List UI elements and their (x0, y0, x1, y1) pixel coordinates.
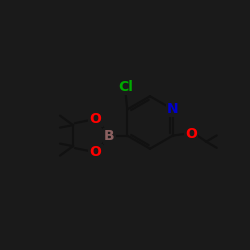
Text: O: O (90, 112, 102, 126)
Text: Cl: Cl (118, 80, 133, 94)
Text: O: O (185, 127, 197, 140)
Text: O: O (90, 145, 102, 159)
Text: B: B (104, 129, 115, 142)
Text: N: N (167, 102, 178, 117)
